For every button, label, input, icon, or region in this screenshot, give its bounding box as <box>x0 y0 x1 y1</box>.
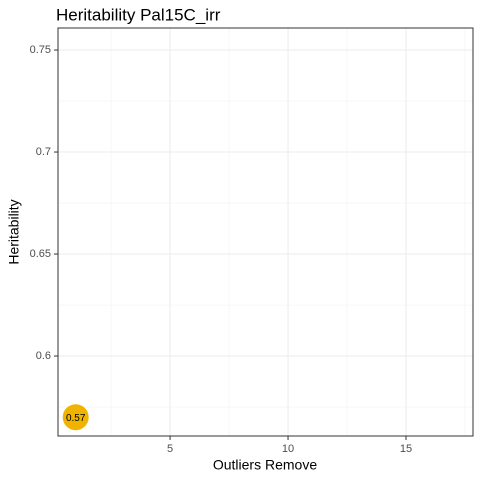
y-tick-label: 0.6 <box>36 350 51 362</box>
chart-title: Heritability Pal15C_irr <box>56 5 221 24</box>
y-axis-label: Heritability <box>6 199 22 264</box>
x-tick-label: 5 <box>167 443 173 455</box>
y-tick-label: 0.65 <box>30 248 51 260</box>
y-tick-label: 0.75 <box>30 44 51 56</box>
y-tick-label: 0.7 <box>36 146 51 158</box>
x-axis-label: Outliers Remove <box>213 457 317 473</box>
point <box>62 404 89 431</box>
x-tick-label: 15 <box>400 443 412 455</box>
panel-border <box>57 27 474 437</box>
data-label: 0.57 <box>66 413 86 424</box>
x-tick-label: 10 <box>282 443 294 455</box>
